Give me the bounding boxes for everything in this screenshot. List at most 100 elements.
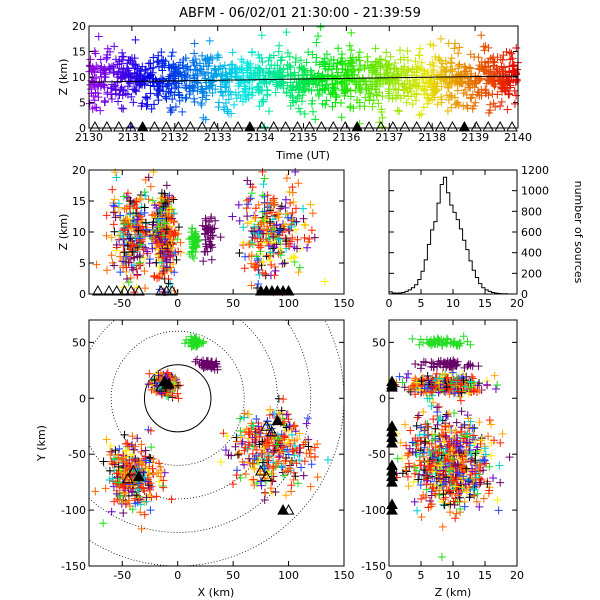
time-height-source: [466, 50, 475, 59]
plan-view-xtick-label: -50: [113, 569, 131, 582]
x-z-ylabel: Z (km): [57, 214, 70, 251]
time-height-source: [505, 90, 514, 99]
time-height-source: [200, 71, 209, 80]
time-height-source: [170, 69, 179, 78]
time-height-source: [416, 44, 425, 53]
time-height-source: [175, 96, 184, 105]
x-z-source: [110, 207, 119, 216]
time-height-station: [220, 120, 232, 132]
time-height-source: [311, 115, 320, 124]
time-height-source: [447, 74, 456, 83]
time-height-source: [299, 71, 308, 80]
plan-view-source: [281, 491, 290, 500]
x-z-source: [123, 241, 132, 250]
x-z-source: [170, 268, 179, 277]
time-height-source: [86, 55, 95, 64]
time-height-source: [377, 107, 386, 116]
time-height-source: [90, 68, 99, 77]
time-height-source: [276, 56, 285, 65]
time-height-source: [94, 93, 103, 102]
time-height-source: [130, 85, 139, 94]
x-z-source: [109, 208, 118, 217]
time-height-source: [393, 69, 402, 78]
x-z-source: [245, 240, 254, 249]
time-height-station: [255, 120, 268, 132]
time-height-source: [443, 82, 452, 91]
time-height-source: [471, 98, 480, 107]
plan-view-source: [158, 482, 167, 491]
plan-view-source: [120, 430, 129, 439]
time-height-source: [256, 66, 265, 75]
time-height-source: [219, 103, 228, 112]
histogram-xtick-label: 0: [386, 297, 393, 310]
x-z-source: [133, 252, 142, 261]
time-height-station: [506, 120, 518, 132]
time-height-station: [387, 120, 399, 132]
time-height-source: [234, 74, 243, 83]
time-height-source: [323, 70, 332, 79]
x-z-source: [228, 212, 237, 221]
time-height-source: [333, 72, 342, 81]
time-height-source: [395, 107, 404, 116]
x-z-source: [107, 233, 116, 242]
time-height-source: [197, 99, 206, 108]
x-z-source: [176, 238, 185, 247]
time-height-source: [381, 56, 390, 65]
time-height-source: [428, 58, 437, 67]
time-height-source: [419, 103, 428, 112]
plan-view-source: [152, 492, 161, 501]
time-height-source: [190, 39, 199, 48]
x-z-source: [136, 236, 145, 245]
time-height-source: [447, 54, 456, 63]
x-z-source: [149, 167, 158, 176]
z-y-source: [438, 522, 447, 531]
time-height-station: [339, 120, 352, 132]
plan-view-source: [307, 460, 316, 469]
z-y-source: [451, 514, 460, 523]
time-height-source: [330, 83, 339, 92]
time-height-source: [308, 107, 317, 116]
time-height-source: [421, 78, 430, 87]
plan-view-source: [306, 482, 315, 491]
time-height-source: [146, 89, 155, 98]
time-height-source: [276, 71, 285, 80]
time-height-source: [415, 64, 424, 73]
time-height-source: [147, 104, 156, 113]
time-height-source: [368, 102, 377, 111]
histogram-ytick-label: 0: [521, 288, 528, 301]
time-height-source: [510, 86, 519, 95]
plan-view-source: [289, 475, 298, 484]
time-height-station: [184, 120, 197, 132]
plan-view-source: [287, 457, 296, 466]
plan-view-source: [155, 477, 164, 486]
x-z-source: [153, 228, 162, 237]
z-y-source: [483, 380, 492, 389]
time-height-source: [354, 66, 363, 75]
time-height-source: [298, 97, 307, 106]
z-y-source: [431, 424, 440, 433]
time-height-source: [123, 82, 132, 91]
time-height-source: [447, 103, 456, 112]
x-z-source: [128, 247, 137, 256]
time-height-source: [227, 60, 236, 69]
plan-view-source: [291, 472, 300, 481]
plan-view-source: [167, 495, 176, 504]
time-height-source: [197, 101, 206, 110]
time-height-source: [338, 65, 347, 74]
time-height-source: [371, 70, 380, 79]
plan-view-source: [146, 506, 155, 515]
time-height-source: [224, 95, 233, 104]
time-height-xtick-label: 2135: [290, 131, 318, 144]
x-z-source: [120, 220, 129, 229]
time-height-station: [375, 120, 387, 132]
time-height-source: [342, 70, 351, 79]
time-height-source: [274, 70, 283, 79]
time-height-ytick-label: 10: [72, 71, 86, 84]
time-height-source: [248, 88, 257, 97]
time-height-source: [164, 80, 173, 89]
time-height-station: [291, 120, 304, 132]
x-z-source: [251, 213, 260, 222]
histogram-frame: [388, 169, 518, 295]
time-height-source: [384, 87, 393, 96]
time-height-source: [162, 94, 171, 103]
